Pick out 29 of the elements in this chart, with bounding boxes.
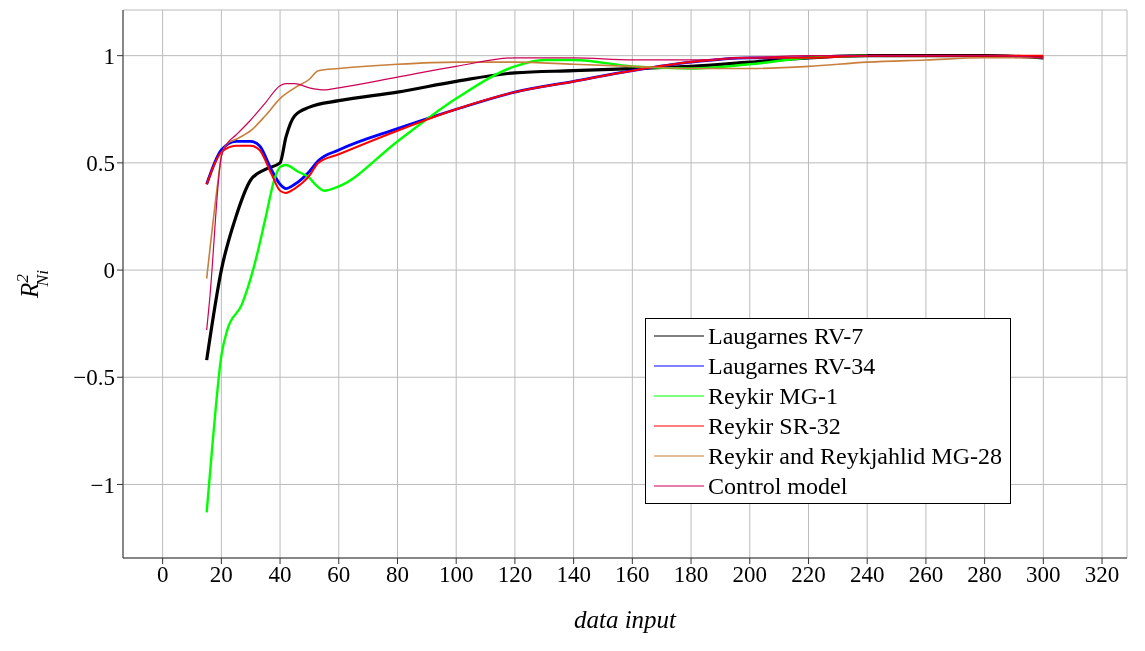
x-tick-label: 100 — [438, 562, 474, 588]
y-tick-label: 0.5 — [86, 151, 115, 177]
x-tick-label: 300 — [1026, 562, 1061, 588]
y-tick-label: −0.5 — [73, 365, 115, 391]
y-tick-label: 1 — [103, 43, 115, 69]
x-tick-label: 0 — [156, 562, 169, 588]
x-tick-label: 200 — [732, 562, 768, 588]
x-tick-label: 160 — [615, 562, 650, 588]
y-tick-label: 0 — [103, 258, 115, 284]
x-tick-label: 180 — [673, 562, 709, 588]
x-tick-label: 120 — [497, 562, 533, 588]
legend-label: Laugarnes RV-7 — [708, 322, 864, 351]
x-tick-label: 240 — [849, 562, 885, 588]
legend-label: Reykir SR-32 — [708, 412, 841, 441]
x-tick-label: 40 — [268, 562, 292, 588]
x-tick-label: 80 — [385, 562, 409, 588]
x-tick-label: 280 — [967, 562, 1002, 588]
x-tick-label: 20 — [209, 562, 233, 588]
legend-label: Reykir and Reykjahlid MG-28 — [708, 442, 1002, 471]
x-axis-title: data input — [573, 606, 678, 633]
x-tick-label: 220 — [791, 562, 826, 588]
x-tick-label: 260 — [908, 562, 944, 588]
legend-label: Reykir MG-1 — [708, 382, 838, 411]
y-tick-label: −1 — [90, 472, 115, 498]
legend-label: Laugarnes RV-34 — [708, 352, 876, 381]
x-tick-label: 60 — [327, 562, 351, 588]
x-tick-label: 320 — [1084, 562, 1120, 588]
legend-label: Control model — [708, 472, 848, 501]
x-tick-label: 140 — [556, 562, 591, 588]
